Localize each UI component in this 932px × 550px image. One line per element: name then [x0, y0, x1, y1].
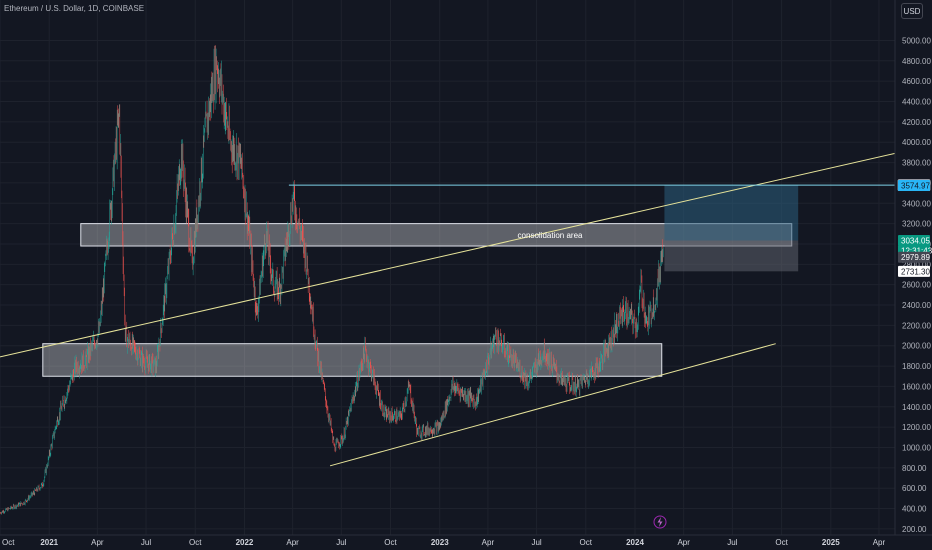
candles-layer: [0, 45, 664, 515]
drawing-lines-layer[interactable]: [0, 152, 896, 467]
time-tick-label: Jul: [727, 538, 737, 547]
price-tick-label: 2400.00: [902, 301, 931, 310]
price-tick-label: 1600.00: [902, 382, 931, 391]
currency-button[interactable]: USD: [901, 3, 923, 19]
time-tick-label: 2024: [626, 538, 644, 547]
price-tick-label: 600.00: [902, 484, 927, 493]
time-tick-label: Oct: [189, 538, 202, 547]
stop-area[interactable]: [664, 240, 799, 272]
price-tick-label: 2600.00: [902, 281, 931, 290]
time-tick-label: 2021: [40, 538, 58, 547]
price-tick-label: 4200.00: [902, 118, 931, 127]
price-tick-label: 1800.00: [902, 362, 931, 371]
price-tick-label: 1200.00: [902, 423, 931, 432]
zone-labels-layer: consolidation area: [518, 231, 583, 240]
price-tag-last: [898, 235, 930, 247]
price-tag-target: [898, 179, 930, 191]
time-tick-label: Oct: [775, 538, 788, 547]
price-tick-label: 3800.00: [902, 159, 931, 168]
price-tick-label: 2000.00: [902, 342, 931, 351]
price-tag-label: 2731.30: [901, 267, 930, 276]
price-tick-label: 800.00: [902, 464, 927, 473]
time-tick-label: Apr: [286, 538, 299, 547]
time-tick-label: Apr: [482, 538, 495, 547]
price-tag-label: 2979.89: [901, 253, 930, 262]
price-tick-label: 2800.00: [902, 260, 931, 269]
price-tick-label: 3200.00: [902, 220, 931, 229]
price-tick-label: 200.00: [902, 525, 927, 534]
symbol-title: Ethereum / U.S. Dollar, 1D, COINBASE: [4, 4, 145, 13]
time-tick-label: 2022: [236, 538, 254, 547]
trend-line[interactable]: [329, 343, 776, 467]
time-tick-label: 2025: [822, 538, 840, 547]
trend-line[interactable]: [0, 152, 896, 358]
time-tick-label: Apr: [677, 538, 690, 547]
price-tick-label: 5000.00: [902, 36, 931, 45]
time-tick-label: Apr: [873, 538, 886, 547]
position-tool[interactable]: [664, 185, 799, 272]
time-tick-label: Jul: [531, 538, 541, 547]
price-tick-label: 2200.00: [902, 321, 931, 330]
price-tick-label: 4000.00: [902, 138, 931, 147]
time-tick-label: Jul: [336, 538, 346, 547]
price-tag-label: 3574.97: [901, 181, 930, 190]
price-tick-label: 4800.00: [902, 57, 931, 66]
time-tick-label: Oct: [2, 538, 15, 547]
price-tick-label: 1400.00: [902, 403, 931, 412]
price-tag-light: [898, 265, 930, 277]
price-tick-label: 3400.00: [902, 199, 931, 208]
price-tick-label: 1000.00: [902, 443, 931, 452]
time-tick-label: Jul: [141, 538, 151, 547]
price-tag-label: 3034.05: [901, 237, 930, 246]
price-tag-label: 12:31:43: [901, 247, 932, 256]
lightning-icon[interactable]: [653, 515, 667, 529]
time-axis[interactable]: Oct 2021 Apr Jul Oct 2022 Apr Jul Oct 2023 Apr Jul O…: [0, 534, 932, 550]
target-area[interactable]: [664, 185, 799, 241]
time-tick-label: Apr: [91, 538, 104, 547]
price-tag-gray: [898, 251, 930, 263]
time-tick-label: Oct: [580, 538, 593, 547]
zone-label: consolidation area: [518, 231, 583, 240]
price-tick-label: 400.00: [902, 505, 927, 514]
price-tick-label: 4600.00: [902, 77, 931, 86]
time-tick-label: 2023: [431, 538, 449, 547]
time-tick-label: Oct: [384, 538, 397, 547]
time-axis-background: [0, 535, 895, 550]
price-tags-layer: 3578.173574.973034.0512:31:432979.892731…: [897, 179, 932, 277]
price-tick-label: 4400.00: [902, 98, 931, 107]
